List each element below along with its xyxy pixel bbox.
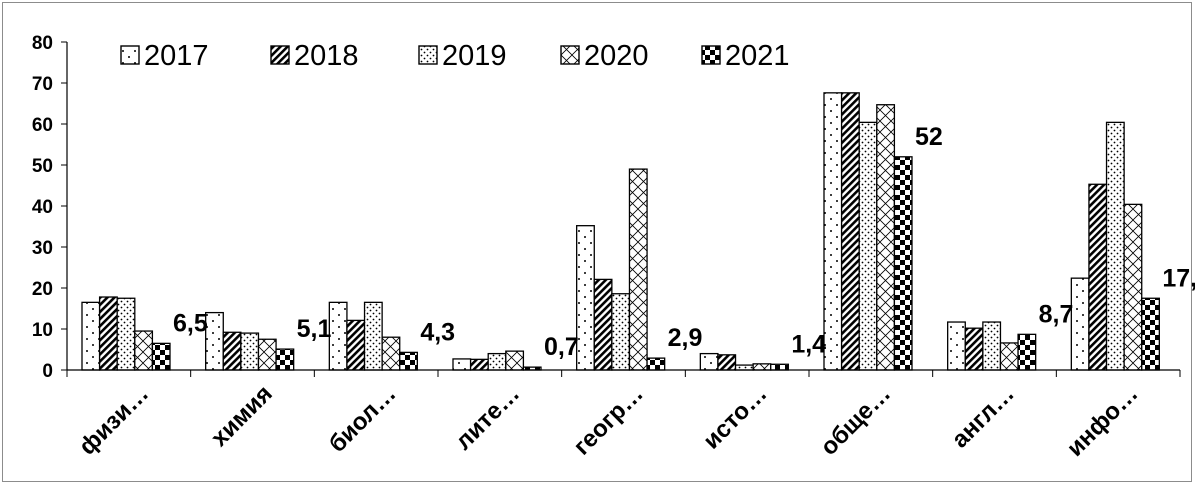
bar-2017-1 — [81, 301, 101, 371]
bar-2017-8 — [947, 321, 966, 371]
category-label: инфо… — [1062, 380, 1144, 462]
legend-entry: 2017 — [144, 40, 209, 72]
y-tick-label: 20 — [32, 279, 53, 300]
bar-2020-2 — [257, 338, 277, 371]
data-label: 0,7 — [544, 333, 579, 361]
data-label: 2,9 — [668, 324, 703, 352]
legend-swatch — [120, 45, 140, 65]
category-label: обще… — [815, 380, 896, 461]
category-label: химия — [206, 380, 278, 452]
bar-2018-6 — [717, 354, 737, 371]
bar-2020-4 — [505, 350, 525, 371]
bar-2017-9 — [1070, 277, 1090, 371]
data-label: 4,3 — [420, 318, 455, 346]
bars — [81, 92, 1160, 371]
bar-2020-9 — [1123, 203, 1143, 371]
bar-2020-3 — [381, 336, 401, 371]
bar-2020-8 — [999, 342, 1019, 371]
legend-entry: 2020 — [584, 40, 649, 72]
category-label: лите… — [450, 380, 525, 455]
bar-2019-8 — [982, 321, 1002, 371]
legend-entry: 2019 — [442, 40, 507, 72]
bar-2021-9 — [1141, 297, 1160, 371]
bar-2018-2 — [222, 331, 242, 371]
bar-2020-5 — [628, 168, 648, 371]
legend-swatch — [270, 45, 290, 65]
bar-2020-1 — [134, 330, 154, 371]
y-tick-label: 0 — [42, 361, 53, 382]
bar-2020-7 — [876, 104, 896, 371]
bar-2019-2 — [240, 332, 260, 371]
bar-2018-4 — [469, 358, 489, 371]
bar-2019-5 — [611, 293, 631, 371]
x-axis-labels: физи… химия биол… лите… геогр… исто… обще… англ… — [74, 380, 1144, 462]
data-label: 17,5 — [1162, 264, 1195, 292]
bar-2017-2 — [205, 311, 224, 371]
bar-2019-7 — [858, 121, 878, 371]
y-tick-label: 50 — [32, 156, 53, 177]
bar-2017-7 — [823, 92, 843, 371]
data-label: 52 — [915, 123, 943, 151]
y-tick-label: 70 — [32, 74, 53, 95]
bar-2021-7 — [893, 156, 913, 371]
bar-2017-4 — [452, 358, 472, 371]
category-label: геогр… — [568, 380, 648, 460]
bar-2018-8 — [964, 327, 984, 371]
bar-2021-2 — [275, 348, 295, 371]
category-label: физи… — [74, 380, 154, 460]
legend-swatch — [418, 45, 438, 65]
bar-2020-6 — [752, 363, 772, 371]
data-label: 8,7 — [1039, 300, 1074, 328]
legend-swatch — [701, 45, 721, 65]
y-tick-label: 60 — [32, 115, 53, 136]
bar-2021-5 — [646, 357, 666, 371]
legend: 2017 2018 2019 2020 2021 — [120, 40, 790, 72]
bar-2018-1 — [98, 296, 118, 371]
bar-2018-7 — [840, 92, 860, 371]
legend-entry: 2021 — [725, 40, 790, 72]
bar-2021-3 — [399, 351, 418, 371]
y-tick-label: 10 — [32, 320, 53, 341]
bar-2019-3 — [363, 301, 383, 371]
bar-2018-5 — [593, 278, 613, 371]
y-tick-label: 80 — [32, 33, 53, 54]
data-labels: 6,5 5,1 4,3 0,7 2,9 1,4 52 8,7 17,5 — [173, 123, 1195, 361]
bar-2019-6 — [734, 364, 754, 371]
category-label: исто… — [698, 380, 772, 454]
bar-2019-1 — [116, 297, 136, 371]
bar-2017-5 — [576, 225, 595, 371]
category-label: биол… — [324, 380, 402, 458]
y-tick-label: 40 — [32, 197, 53, 218]
bar-2021-8 — [1017, 333, 1037, 371]
legend-swatch — [560, 45, 580, 65]
bar-2019-4 — [487, 352, 507, 371]
y-axis-ticks: 0 10 20 30 40 50 60 70 80 — [32, 33, 67, 382]
data-label: 1,4 — [791, 330, 826, 358]
legend-entry: 2018 — [294, 40, 359, 72]
data-label: 6,5 — [173, 309, 208, 337]
bar-2017-6 — [699, 352, 719, 371]
bar-2019-9 — [1105, 121, 1125, 371]
bar-2021-6 — [770, 363, 789, 371]
bar-2018-9 — [1088, 183, 1108, 371]
bar-2017-3 — [328, 301, 348, 371]
category-label: англ… — [947, 380, 1020, 453]
y-tick-label: 30 — [32, 238, 53, 259]
bar-2018-3 — [346, 319, 366, 371]
bar-2021-1 — [151, 342, 171, 371]
data-label: 5,1 — [297, 315, 332, 343]
axes — [66, 42, 1181, 377]
